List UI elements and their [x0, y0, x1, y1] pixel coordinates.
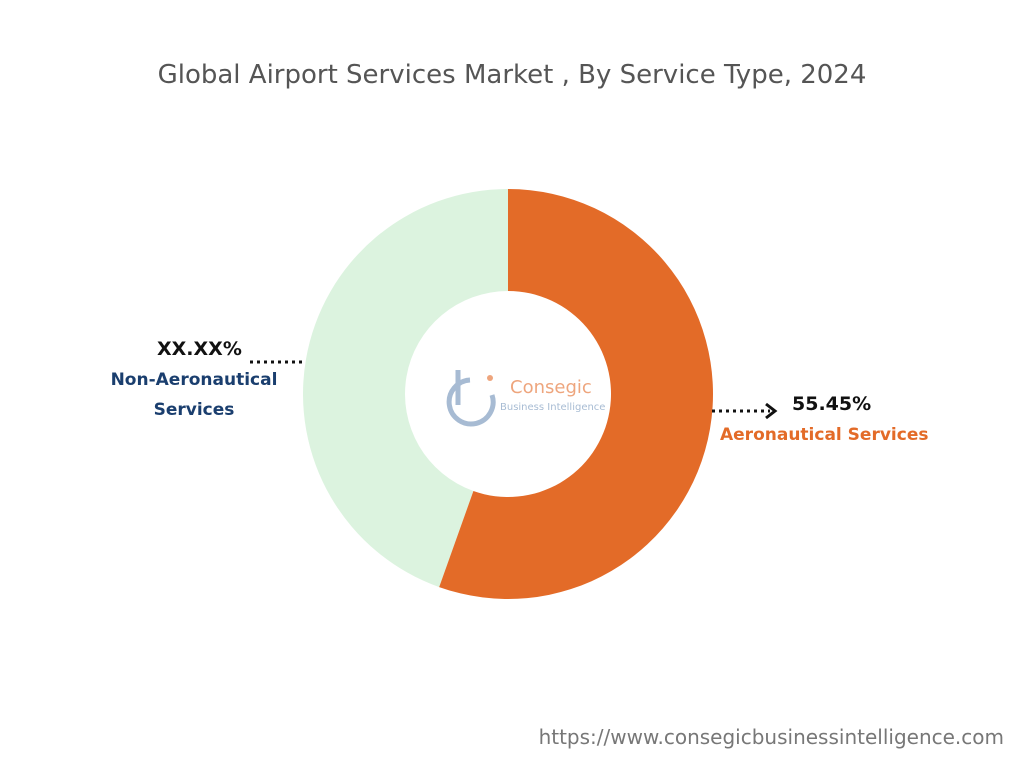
category-label: Aeronautical Services [720, 425, 929, 445]
value-label: XX.XX% [157, 338, 242, 360]
arrow-head [765, 402, 778, 420]
donut-slice [439, 189, 714, 599]
category-label: Non-Aeronautical Services [110, 370, 278, 420]
connectors [250, 360, 770, 413]
value-label: 55.45% [792, 393, 872, 415]
footer-url: https://www.consegicbusinessintelligence… [538, 725, 1004, 749]
logo-tagline: Business Intelligence [500, 402, 605, 413]
logo-icon [487, 375, 493, 381]
chart-title: Global Airport Services Market , By Serv… [157, 60, 867, 90]
donut-slice [303, 189, 508, 588]
logo: Consegic Business Intelligence [446, 370, 605, 427]
logo-name: Consegic [510, 377, 592, 398]
